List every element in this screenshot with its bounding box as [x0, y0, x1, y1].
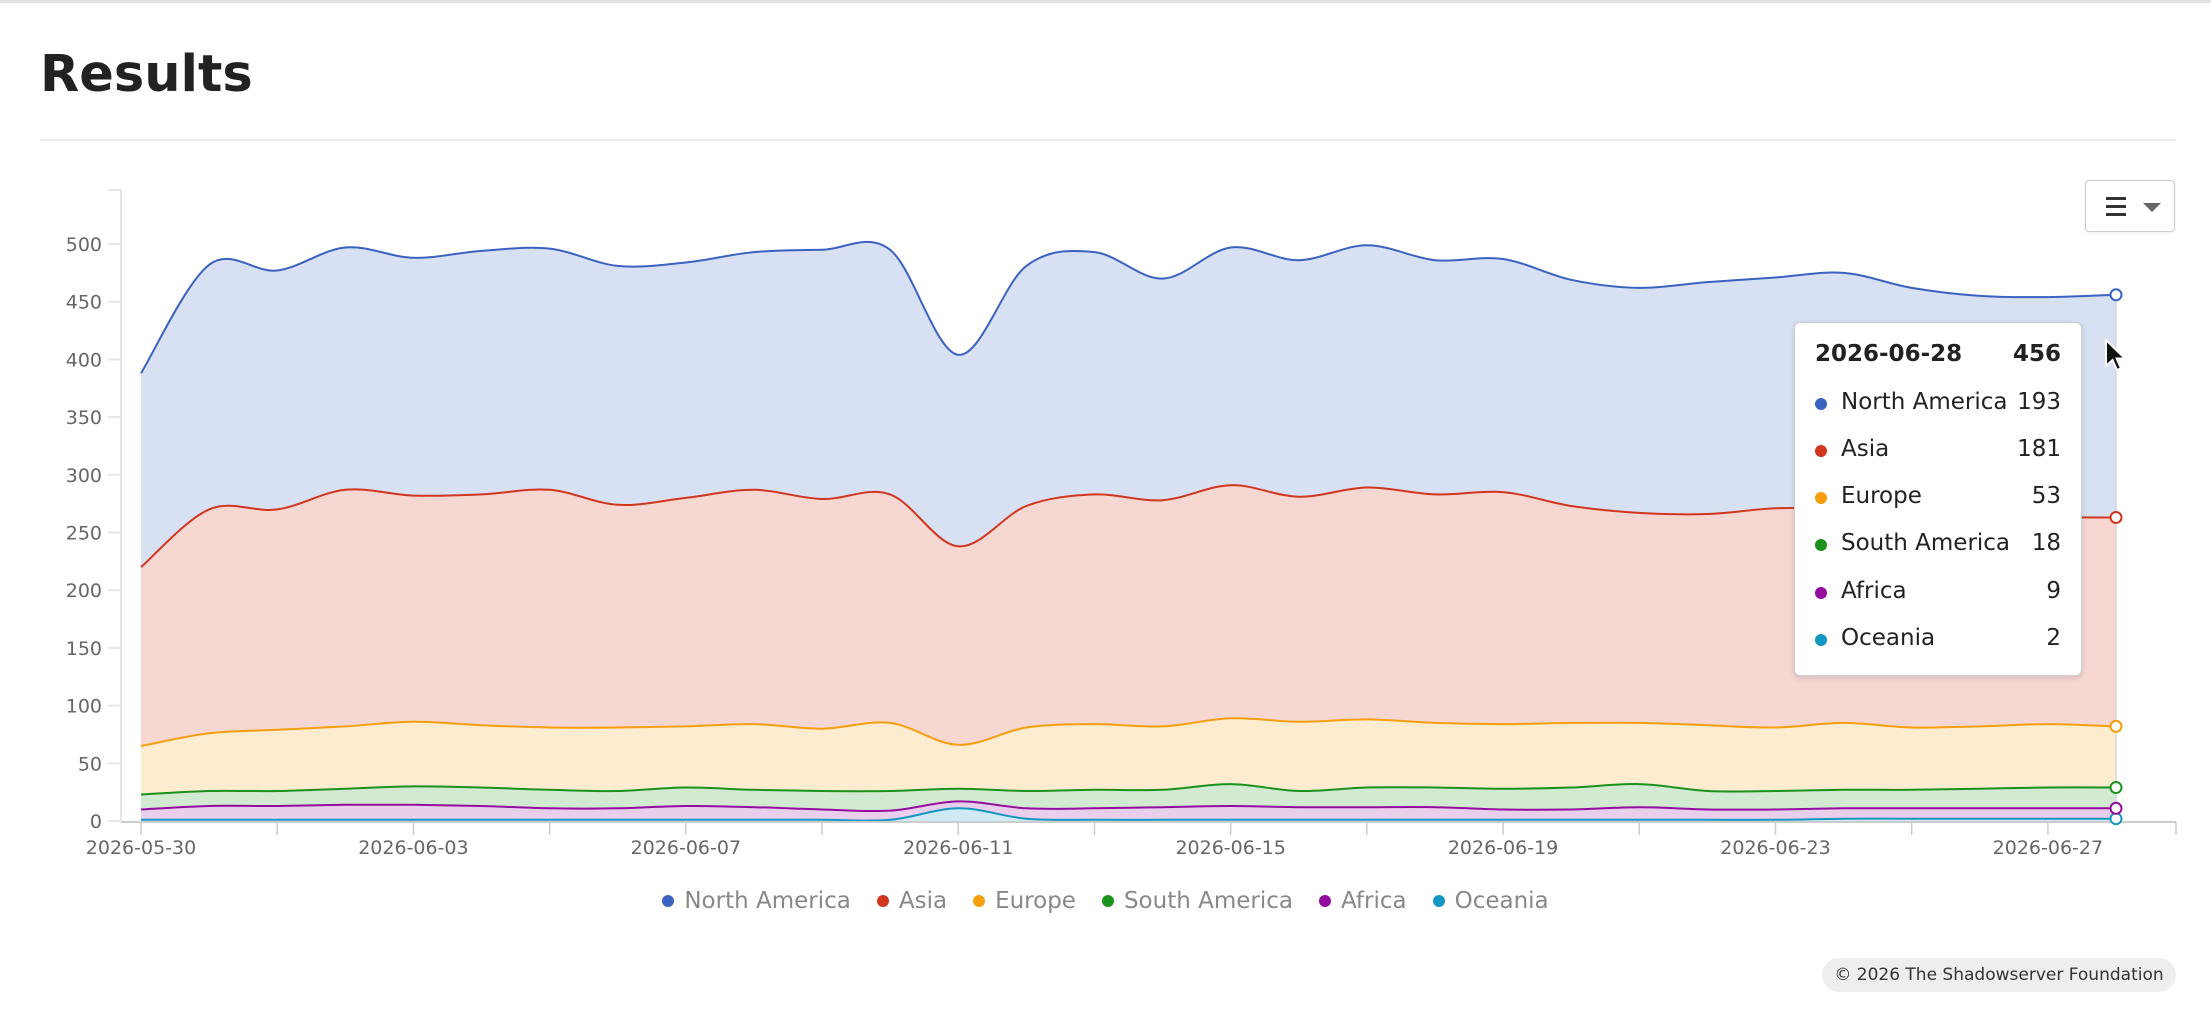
series-line-asia	[140, 484, 2117, 568]
legend-dot-icon	[1318, 895, 1331, 907]
x-tick-label: 2026-06-07	[631, 837, 741, 859]
x-tick-label: 2026-06-03	[358, 837, 468, 859]
hamburger-icon	[2106, 197, 2126, 217]
tooltip-series-name: Asia	[1841, 436, 1890, 462]
series-dot-icon	[1815, 634, 1827, 646]
legend-dot-icon	[1101, 895, 1114, 907]
hover-marker-south-america	[2109, 781, 2123, 795]
chevron-down-icon	[2143, 203, 2161, 212]
area-africa	[141, 801, 2116, 821]
y-tick-label: 500	[66, 234, 102, 256]
series-line-north-america	[140, 240, 2117, 374]
hover-marker-europe	[2109, 719, 2123, 733]
y-tick-label: 100	[66, 696, 102, 718]
chart-markers	[2109, 288, 2123, 826]
x-tick-label: 2026-06-15	[1175, 837, 1285, 859]
tooltip-series-name: Europe	[1841, 483, 1922, 509]
tooltip-series-value: 2	[2046, 625, 2061, 651]
legend-item-africa[interactable]: Africa	[1318, 884, 1407, 918]
hover-marker-africa	[2109, 801, 2123, 815]
legend-item-europe[interactable]: Europe	[973, 884, 1076, 918]
area-oceania	[141, 808, 2116, 821]
mouse-cursor-icon	[2105, 338, 2128, 372]
y-tick-label: 50	[78, 753, 102, 775]
series-dot-icon	[1815, 398, 1827, 410]
series-dot-icon	[1815, 539, 1827, 551]
legend-label: Europe	[995, 888, 1076, 914]
area-north-america	[141, 241, 2116, 568]
series-dot-icon	[1815, 492, 1827, 504]
chart-tooltip: 2026-06-28 456 North America 193 Asia 18…	[1794, 322, 2082, 676]
chart-legend: North America Asia Europe South America …	[0, 884, 2211, 918]
tooltip-date: 2026-06-28	[1815, 341, 1963, 367]
y-tick-label: 0	[90, 811, 102, 833]
tooltip-series-value: 193	[2017, 389, 2061, 415]
y-tick-label: 450	[66, 292, 102, 314]
tooltip-row-asia: Asia 181	[1815, 436, 2061, 470]
chart-menu-button[interactable]	[2085, 180, 2175, 232]
legend-item-south-america[interactable]: South America	[1101, 884, 1293, 918]
top-border	[0, 0, 2211, 3]
tooltip-row-africa: Africa 9	[1815, 578, 2061, 612]
tooltip-row-north-america: North America 193	[1815, 389, 2061, 423]
tooltip-series-value: 9	[2046, 578, 2061, 604]
legend-label: North America	[684, 888, 851, 914]
copyright-badge: © 2026 The Shadowserver Foundation	[1822, 958, 2176, 992]
hover-marker-oceania	[2109, 812, 2123, 826]
x-tick-label: 2026-05-30	[86, 837, 196, 859]
tooltip-header: 2026-06-28 456	[1815, 341, 2061, 375]
tooltip-row-europe: Europe 53	[1815, 483, 2061, 517]
legend-dot-icon	[662, 895, 675, 907]
tooltip-series-value: 18	[2031, 530, 2061, 556]
chart-axes: 0 50 100 150 200 250 300 350 400 450 500 2026-05-30…	[66, 189, 2177, 859]
legend-item-asia[interactable]: Asia	[876, 884, 948, 918]
chart-areas	[140, 240, 2117, 822]
tooltip-row-south-america: South America 18	[1815, 530, 2061, 564]
tooltip-series-name: Africa	[1841, 578, 1907, 604]
x-tick-label: 2026-06-11	[903, 837, 1013, 859]
tooltip-row-oceania: Oceania 2	[1815, 625, 2061, 659]
legend-label: South America	[1123, 888, 1293, 914]
tooltip-series-name: South America	[1841, 530, 2011, 556]
y-tick-label: 150	[66, 638, 102, 660]
series-line-africa	[140, 800, 2116, 813]
series-line-europe	[140, 717, 2117, 747]
stacked-area-chart: 0 50 100 150 200 250 300 350 400 450 500 2026-05-30…	[66, 189, 2177, 859]
tooltip-series-name: North America	[1841, 389, 2008, 415]
y-tick-label: 200	[66, 580, 102, 602]
tooltip-series-value: 53	[2031, 483, 2061, 509]
y-tick-label: 300	[66, 465, 102, 487]
series-dot-icon	[1815, 445, 1827, 457]
legend-label: Oceania	[1454, 888, 1549, 914]
tooltip-series-name: Oceania	[1841, 625, 1936, 651]
tooltip-series-value: 181	[2017, 436, 2061, 462]
x-tick-label: 2026-06-19	[1448, 837, 1558, 859]
series-dot-icon	[1815, 587, 1827, 599]
y-tick-label: 250	[66, 523, 102, 545]
legend-item-oceania[interactable]: Oceania	[1432, 884, 1549, 918]
series-line-oceania	[141, 807, 2116, 822]
legend-item-north-america[interactable]: North America	[662, 884, 851, 918]
legend-dot-icon	[973, 895, 986, 907]
legend-dot-icon	[876, 895, 889, 907]
area-europe	[141, 718, 2116, 795]
x-tick-label: 2026-06-23	[1720, 837, 1830, 859]
tooltip-total: 456	[2012, 341, 2061, 367]
page-title: Results	[40, 45, 253, 104]
series-line-south-america	[140, 783, 2117, 796]
legend-label: Africa	[1340, 888, 1407, 914]
title-divider	[40, 139, 2176, 141]
hover-marker-north-america	[2109, 288, 2123, 302]
hover-marker-asia	[2109, 510, 2123, 524]
x-tick-label: 2026-06-27	[1993, 837, 2103, 859]
area-asia	[141, 485, 2116, 746]
y-tick-label: 350	[66, 407, 102, 429]
y-tick-label: 400	[66, 349, 102, 371]
legend-label: Asia	[898, 888, 948, 914]
legend-dot-icon	[1432, 895, 1445, 907]
